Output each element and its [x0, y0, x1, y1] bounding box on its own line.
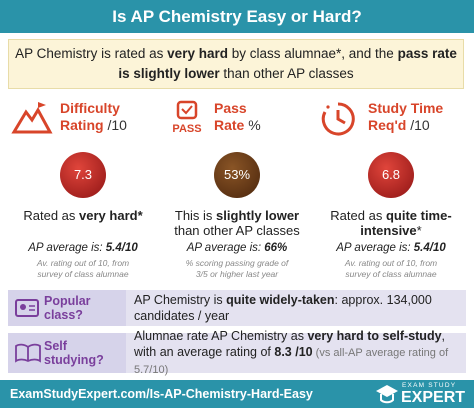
row-text: AP Chemistry is quite widely-taken: appr… [134, 292, 460, 324]
text: Study Time [368, 100, 444, 116]
text: /10 [410, 117, 430, 133]
text: , with an average rating of [134, 329, 446, 359]
value-circle: 6.8 [368, 152, 414, 198]
text: quite widely-taken [226, 293, 335, 307]
column: PASS Pass Rate % 53% This is slightly low… [158, 96, 316, 280]
info-row: Self studying? Alumnae rate AP Chemistry… [8, 329, 466, 376]
text: 5.4/10 [413, 242, 446, 254]
text: : approx. 134,000 candidates / year [134, 293, 432, 323]
info-row: Popular class? AP Chemistry is quite wid… [8, 290, 466, 326]
text: AP Chemistry is rated as [15, 46, 168, 61]
text: Req'd [368, 117, 407, 133]
text: 8.3 /10 [274, 345, 313, 359]
column: Difficulty Rating /10 7.3 Rated as very h… [4, 96, 162, 280]
row-label: Popular class? [8, 290, 126, 326]
header: Is AP Chemistry Easy or Hard? [0, 0, 474, 33]
text: % [248, 117, 261, 133]
text: Self studying? [44, 339, 104, 367]
text: by class alumnae*, and the [227, 46, 398, 61]
text: than other AP classes [219, 66, 354, 81]
icon [321, 102, 355, 136]
text: Popular class? [44, 294, 91, 322]
column: Study Time Req'd /10 6.8 Rated as quite t… [312, 96, 470, 280]
logo-bottom: EXPERT [401, 389, 466, 406]
text: AP average is: [186, 242, 265, 254]
value-circle: 53% [214, 152, 260, 198]
note: Av. rating out of 10, from survey of cla… [344, 258, 438, 279]
text: AP average is: [336, 242, 414, 254]
icon: PASS [172, 100, 202, 135]
text: pass rate is slightly lower [118, 46, 457, 81]
row-text: Alumnae rate AP Chemistry as very hard t… [134, 328, 460, 378]
footer-url[interactable]: ExamStudyExpert.com/Is-AP-Chemistry-Hard… [10, 387, 313, 401]
text: This is [174, 208, 217, 223]
intro: AP Chemistry is rated as very hard by cl… [8, 39, 464, 89]
text: very hard to self-study [307, 329, 442, 343]
text: slightly lower [216, 208, 300, 223]
icon [15, 299, 39, 317]
text: 5.4/10 [105, 242, 138, 254]
text: Difficulty [60, 100, 120, 116]
logo-top: EXAM STUDY [402, 382, 457, 389]
row-label: Self studying? [8, 333, 126, 373]
text: Rated as [330, 208, 386, 223]
text: Pass [214, 100, 247, 116]
icon-text: PASS [172, 123, 201, 135]
column-head: PASS Pass Rate % [158, 96, 316, 140]
average: AP average is: 66% [158, 242, 316, 254]
text: quite time-intensive [360, 208, 452, 238]
label: Difficulty Rating /10 [60, 100, 127, 134]
text: AP Chemistry is [134, 293, 227, 307]
note: % scoring passing grade of 3/5 or higher… [185, 258, 289, 279]
column-head: Study Time Req'd /10 [312, 96, 470, 140]
text: Alumnae rate AP Chemistry as [134, 329, 308, 343]
footer: ExamStudyExpert.com/Is-AP-Chemistry-Hard… [0, 380, 474, 408]
text: * [416, 223, 422, 238]
text: Rated as [23, 208, 80, 223]
icon [11, 102, 53, 134]
main-text: Rated as quite time-intensive* [312, 208, 470, 238]
label: Pass Rate % [214, 100, 261, 134]
label: Study Time Req'd /10 [368, 100, 443, 134]
text: AP average is: [28, 242, 106, 254]
text: (vs all-AP average rating of 5.7/10) [134, 347, 449, 376]
column-head: Difficulty Rating /10 [4, 96, 162, 140]
text: very hard* [79, 208, 143, 223]
value-circle: 7.3 [60, 152, 106, 198]
text: 66% [264, 242, 288, 254]
text: Rating [60, 117, 104, 133]
logo-icon [376, 385, 398, 404]
main-text: Rated as very hard* [4, 208, 162, 238]
note: Av. rating out of 10, from survey of cla… [36, 258, 130, 279]
text: Rate [214, 117, 245, 133]
average: AP average is: 5.4/10 [312, 242, 470, 254]
text: very hard [167, 46, 228, 61]
icon [15, 343, 41, 363]
main-text: This is slightly lower than other AP clas… [158, 208, 316, 238]
text: /10 [107, 117, 127, 133]
text: than other AP classes [174, 223, 300, 238]
average: AP average is: 5.4/10 [4, 242, 162, 254]
